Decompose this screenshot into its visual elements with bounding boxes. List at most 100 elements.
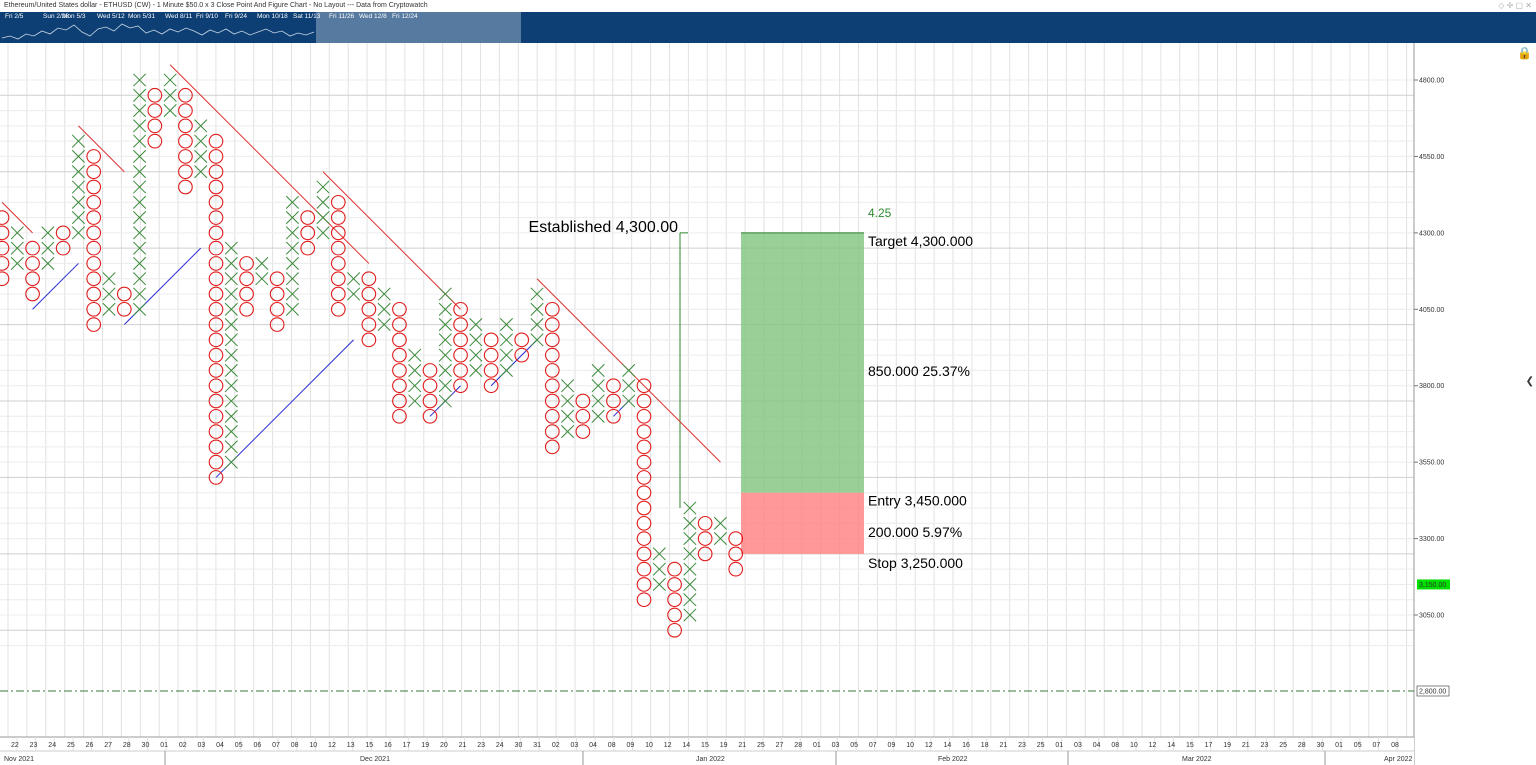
x-mark — [285, 241, 299, 255]
x-mark — [438, 348, 452, 362]
o-mark — [422, 408, 438, 424]
o-mark — [55, 225, 71, 241]
navigator-date-label: Wed 8/11 — [165, 13, 193, 20]
x-tick-label: 08 — [1391, 742, 1399, 749]
lock-icon[interactable]: 🔒 — [1517, 46, 1532, 60]
o-mark — [208, 133, 224, 149]
x-mark-stroke — [224, 241, 238, 255]
o-mark — [178, 149, 193, 164]
x-mark-stroke — [377, 318, 391, 332]
x-mark-stroke — [10, 226, 24, 240]
pnf-chart[interactable]: 4800.00 4550.00 4300.00 4050.00 3800.00 3550.… — [0, 43, 1536, 765]
o-mark — [453, 378, 468, 394]
o-mark — [55, 240, 71, 256]
x-mark-stroke — [133, 272, 147, 286]
x-mark-stroke — [133, 241, 147, 255]
x-tick-label: 12 — [925, 742, 933, 749]
o-mark — [636, 393, 652, 409]
x-tick-label: 07 — [869, 742, 877, 749]
x-mark — [255, 272, 269, 286]
o-mark — [208, 393, 224, 409]
x-mark — [561, 394, 575, 408]
x-tick-label: 10 — [906, 742, 914, 749]
last-price-badge — [1417, 579, 1450, 590]
x-tick-label: 21 — [1242, 742, 1250, 749]
x-mark-stroke — [133, 287, 147, 301]
x-mark — [285, 256, 299, 270]
y-tick-label: 3800.00 — [1419, 383, 1444, 390]
collapse-panel-icon[interactable]: ❮ — [1525, 376, 1534, 387]
window-controls-icon[interactable]: ◇ ✢ ▢ ✕ — [1498, 1, 1532, 10]
x-mark-stroke — [683, 593, 697, 607]
x-mark-stroke — [285, 256, 299, 270]
x-mark — [224, 241, 238, 255]
x-tick-label: 01 — [1335, 742, 1343, 749]
o-mark — [208, 256, 224, 271]
x-mark-stroke — [530, 287, 544, 301]
o-mark — [544, 439, 560, 455]
x-tick-label: 10 — [309, 742, 317, 749]
x-mark-stroke — [530, 333, 544, 347]
x-mark-stroke — [224, 256, 238, 270]
x-mark-stroke — [622, 363, 636, 377]
o-mark — [606, 408, 621, 424]
x-tick-label: 23 — [1018, 742, 1026, 749]
o-mark — [361, 301, 377, 317]
o-mark — [636, 454, 652, 470]
time-navigator[interactable]: Fri 2/5 Sun 2/28 Mon 5/3 Wed 5/12 Mon 5/31 We… — [0, 12, 1536, 43]
x-mark-stroke — [652, 577, 666, 591]
o-mark — [86, 210, 102, 225]
x-mark — [683, 532, 697, 546]
o-mark — [25, 240, 40, 256]
x-mark-stroke — [133, 104, 147, 118]
x-tick-label: 15 — [365, 742, 373, 749]
x-tick-label: 03 — [832, 742, 840, 749]
x-tick-label: 14 — [944, 742, 952, 749]
x-mark — [347, 287, 361, 301]
x-mark-stroke — [224, 409, 238, 423]
x-mark-stroke — [683, 547, 697, 561]
o-mark — [636, 500, 652, 516]
o-mark — [330, 271, 346, 287]
y-tick-label: 3550.00 — [1419, 460, 1444, 467]
o-mark — [636, 408, 652, 424]
month-label: Jan 2022 — [696, 756, 725, 763]
x-mark-stroke — [408, 348, 422, 362]
x-mark — [408, 363, 422, 377]
x-mark — [469, 333, 483, 347]
o-mark — [636, 424, 652, 439]
x-mark — [133, 211, 147, 225]
o-mark — [208, 149, 224, 164]
x-mark-stroke — [133, 73, 147, 87]
x-mark — [438, 333, 452, 347]
o-mark — [269, 301, 285, 317]
x-mark — [591, 394, 605, 408]
x-mark-stroke — [438, 363, 452, 377]
o-mark — [116, 301, 132, 317]
x-mark — [499, 333, 513, 347]
o-mark — [392, 393, 407, 409]
navigator-selection[interactable] — [316, 12, 521, 43]
x-mark — [224, 287, 238, 301]
x-mark-stroke — [316, 195, 330, 209]
x-tick-label: 20 — [440, 742, 448, 749]
x-tick-label: 25 — [67, 742, 75, 749]
o-mark — [330, 194, 346, 210]
x-mark — [194, 165, 208, 179]
x-mark-stroke — [133, 256, 147, 270]
o-mark — [208, 317, 224, 332]
x-mark-stroke — [133, 134, 147, 148]
x-mark-stroke — [71, 226, 85, 240]
x-mark — [163, 104, 177, 118]
x-tick-label: 25 — [757, 742, 765, 749]
x-mark-stroke — [469, 348, 483, 362]
x-tick-label: 03 — [571, 742, 579, 749]
o-mark — [422, 363, 438, 378]
x-tick-label: 08 — [1111, 742, 1119, 749]
x-mark — [133, 180, 147, 194]
o-mark — [544, 317, 560, 332]
x-mark — [41, 226, 55, 240]
x-mark-stroke — [133, 149, 147, 163]
o-mark — [483, 363, 499, 378]
x-mark — [622, 363, 636, 377]
